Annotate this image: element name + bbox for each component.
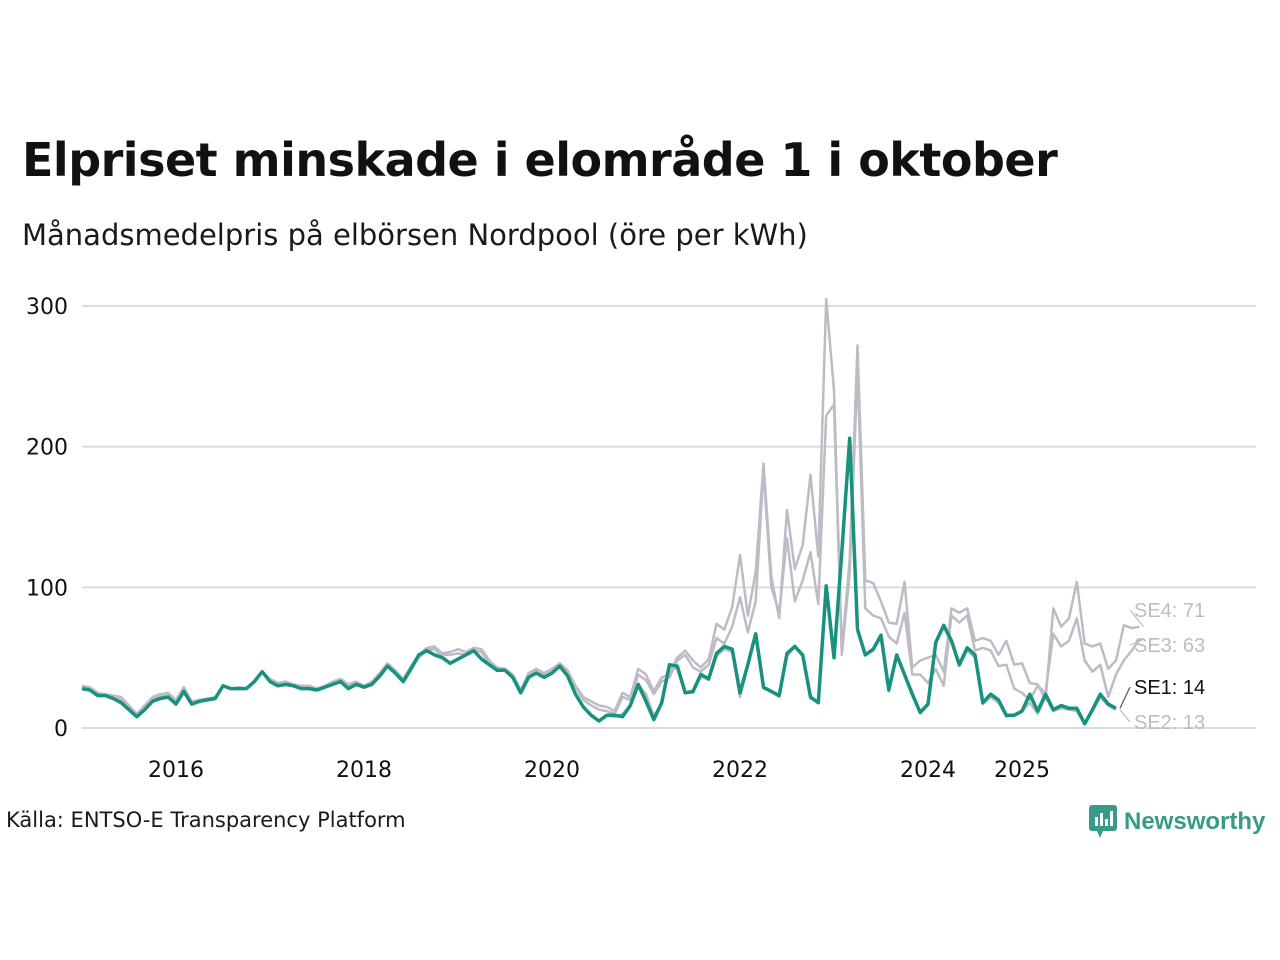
x-tick-label: 2025 — [994, 758, 1050, 783]
y-tick-label: 300 — [26, 295, 68, 320]
leader-line-se2 — [1119, 709, 1131, 723]
series-line-se3 — [82, 368, 1141, 717]
brand-name: Newsworthy — [1124, 808, 1266, 835]
leader-line-se4 — [1129, 609, 1144, 628]
series-line-se2 — [81, 438, 1117, 726]
x-tick-label: 2018 — [336, 758, 392, 783]
x-tick-label: 2024 — [900, 758, 956, 783]
x-tick-label: 2016 — [148, 758, 204, 783]
series-label-se4: SE4: 71 — [1134, 600, 1205, 622]
series-line-se1 — [81, 436, 1117, 726]
series-lines — [81, 297, 1141, 726]
series-label-se2: SE2: 13 — [1134, 712, 1205, 734]
leader-line-se3 — [1129, 638, 1144, 646]
series-label-se3: SE3: 63 — [1134, 635, 1205, 657]
series-label-se1: SE1: 14 — [1134, 677, 1205, 699]
x-axis-tick-labels: 2016 2018 2020 2022 2024 2025 — [148, 758, 1050, 783]
chart-title: Elpriset minskade i elområde 1 i oktober — [22, 133, 1058, 187]
x-tick-label: 2022 — [712, 758, 768, 783]
series-line-se4 — [81, 297, 1140, 716]
source-note: Källa: ENTSO-E Transparency Platform — [6, 808, 406, 832]
y-tick-label: 0 — [54, 717, 68, 742]
chart-subtitle: Månadsmedelpris på elbörsen Nordpool (ör… — [22, 218, 808, 252]
newsworthy-logo-icon — [1089, 805, 1117, 838]
brand-logo: Newsworthy — [1088, 802, 1265, 842]
leader-line-se1 — [1119, 686, 1131, 709]
x-tick-label: 2020 — [524, 758, 580, 783]
series-end-labels: SE4: 71 SE3: 63 SE2: 13 SE1: 14 — [1119, 600, 1205, 734]
y-tick-label: 100 — [26, 576, 68, 601]
y-tick-label: 200 — [26, 436, 68, 461]
gridlines — [82, 305, 1256, 729]
y-axis-tick-labels: 0 100 200 300 — [26, 295, 68, 742]
